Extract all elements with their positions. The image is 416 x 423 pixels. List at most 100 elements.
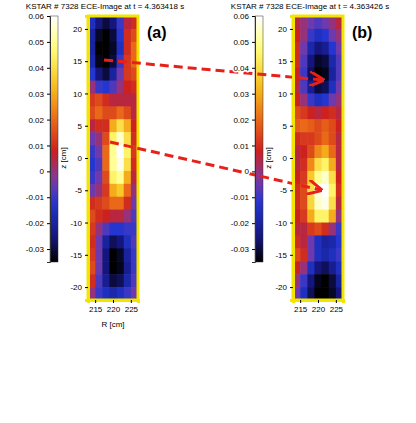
colorbar-axis: 0.060.050.040.030.020.010-0.01-0.02-0.03 xyxy=(26,12,51,262)
heatmap-cell xyxy=(117,248,125,262)
heatmap-cell xyxy=(109,223,117,237)
heatmap-cell xyxy=(329,29,337,43)
y-tick-label: -10 xyxy=(70,219,82,228)
y-tick-label: 10 xyxy=(278,90,287,99)
y-tick: 20 xyxy=(73,25,88,34)
heatmap-cell xyxy=(117,68,125,82)
colorbar-tick: 0.05 xyxy=(28,38,50,47)
heatmap-cell xyxy=(307,55,315,69)
heatmap-cell xyxy=(124,132,132,146)
colorbar-tick-mark xyxy=(252,94,255,95)
heatmap-cell xyxy=(124,248,132,262)
heatmap-cell xyxy=(322,248,330,262)
panel-label: (b) xyxy=(352,24,372,41)
heatmap-cell xyxy=(300,248,308,262)
heatmap-cell xyxy=(109,93,117,107)
y-tick-label: 5 xyxy=(283,122,288,131)
heatmap-cell xyxy=(307,145,315,159)
heatmap-cell xyxy=(95,68,103,82)
heatmap-cell xyxy=(102,223,110,237)
heatmap-cell xyxy=(124,119,132,133)
x-tick: 225 xyxy=(330,300,344,314)
heatmap-cell xyxy=(102,261,110,275)
heatmap-cell xyxy=(307,158,315,172)
heatmap-cell xyxy=(102,81,110,95)
heatmap-cell xyxy=(109,274,117,288)
y-tick-mark xyxy=(290,255,293,256)
heatmap-cell xyxy=(102,210,110,224)
y-tick-label: 15 xyxy=(73,57,82,66)
x-tick-mark xyxy=(336,300,337,303)
heatmap-cell xyxy=(95,42,103,56)
y-axis: 20151050-5-10-15-20 xyxy=(70,17,88,301)
heatmap-cell xyxy=(314,16,322,30)
heatmap-cell xyxy=(314,248,322,262)
x-axis: 215220225 xyxy=(89,300,139,314)
heatmap-cell xyxy=(322,210,330,224)
heatmap-cell xyxy=(95,274,103,288)
y-tick-mark xyxy=(85,93,88,94)
x-tick-mark xyxy=(300,300,301,303)
heatmap-cell xyxy=(109,261,117,275)
y-tick-mark xyxy=(85,287,88,288)
heatmap-cell xyxy=(322,29,330,43)
y-tick-mark xyxy=(290,287,293,288)
heatmap-cell xyxy=(322,16,330,30)
heatmap-cell xyxy=(117,106,125,120)
heatmap-cell xyxy=(117,274,125,288)
heatmap-cell xyxy=(117,119,125,133)
y-axis-title: z [cm] xyxy=(264,147,273,168)
heatmap-cell xyxy=(307,42,315,56)
colorbar-tick: 0.02 xyxy=(28,116,50,125)
heatmap-cell xyxy=(300,29,308,43)
colorbar-tick-label: 0.06 xyxy=(28,12,44,21)
heatmap-cell xyxy=(314,287,322,300)
heatmap-cell xyxy=(95,248,103,262)
y-tick: 20 xyxy=(278,25,293,34)
heatmap-cell xyxy=(314,158,322,172)
y-tick-mark xyxy=(290,29,293,30)
heatmap-cell xyxy=(300,223,308,237)
plot-frame xyxy=(88,16,138,300)
colorbar xyxy=(255,16,263,262)
y-tick-label: -5 xyxy=(280,186,288,195)
x-tick-mark xyxy=(95,300,96,303)
heatmap-cell xyxy=(95,55,103,69)
y-tick: -15 xyxy=(70,251,88,260)
colorbar-tick-label: 0.06 xyxy=(233,12,249,21)
heatmap-cell xyxy=(329,171,337,185)
heatmap-cell xyxy=(117,197,125,211)
heatmap-cell xyxy=(95,132,103,146)
heatmap-cell xyxy=(300,42,308,56)
y-tick-label: 5 xyxy=(78,122,83,131)
heatmap-cell xyxy=(322,261,330,275)
heatmap-cell xyxy=(95,29,103,43)
y-tick: 0 xyxy=(78,154,88,163)
colorbar-tick: 0.04 xyxy=(28,64,50,73)
colorbar-tick-label: -0.02 xyxy=(231,219,250,228)
y-tick-label: 10 xyxy=(73,90,82,99)
colorbar-tick-mark xyxy=(47,120,50,121)
heatmap-cell xyxy=(300,119,308,133)
heatmap-cell xyxy=(102,248,110,262)
heatmap-cell xyxy=(307,171,315,185)
heatmap-cell xyxy=(95,197,103,211)
colorbar-tick-mark xyxy=(47,171,50,172)
colorbar-tick-label: -0.02 xyxy=(26,219,45,228)
colorbar-tick-label: 0.01 xyxy=(233,142,249,151)
heatmap-cell xyxy=(307,210,315,224)
heatmap-cell xyxy=(307,287,315,300)
heatmap-cell xyxy=(329,197,337,211)
x-tick-label: 215 xyxy=(294,305,308,314)
heatmap-cell xyxy=(109,197,117,211)
y-tick-mark xyxy=(85,190,88,191)
x-tick: 215 xyxy=(294,300,308,314)
x-tick-label: 220 xyxy=(312,305,326,314)
colorbar-tick-mark xyxy=(252,171,255,172)
heatmap-cell xyxy=(314,132,322,146)
colorbar-tick-mark xyxy=(252,16,255,17)
heatmap-cell xyxy=(109,16,117,30)
heatmap-cell xyxy=(314,119,322,133)
y-tick-mark xyxy=(85,158,88,159)
y-axis-line xyxy=(290,17,294,301)
